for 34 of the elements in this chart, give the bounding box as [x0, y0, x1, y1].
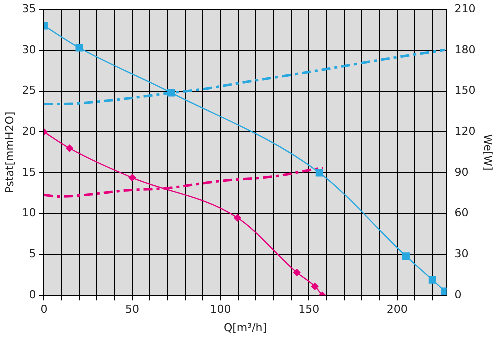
point [293, 269, 301, 276]
point [428, 276, 436, 284]
y-tick-label: 35 [22, 2, 36, 16]
y2-tick-label: 90 [454, 166, 469, 179]
y-tick-label: 10 [22, 206, 36, 220]
x-tick-label: 200 [386, 303, 408, 316]
y2-axis-title: We[W] [482, 134, 495, 171]
y2-tick-label: 180 [454, 43, 476, 56]
x-axis-title: Q[m³/h] [224, 321, 268, 334]
y-tick-label: 30 [22, 43, 36, 56]
y2-tick-label: 60 [454, 206, 469, 220]
x-tick-label: 0 [40, 303, 48, 316]
y-axis-title: Pstat[mmH2O] [3, 112, 16, 194]
y-tick-label: 5 [29, 248, 36, 261]
y2-tick-label: 0 [454, 288, 462, 302]
point [76, 44, 84, 52]
point [402, 252, 410, 260]
x-tick-label: 100 [210, 303, 232, 316]
point [234, 214, 242, 222]
y2-tick-label: 210 [454, 2, 476, 16]
x-tick-label: 150 [298, 303, 320, 316]
y-tick-label: 0 [29, 288, 36, 302]
point [168, 89, 176, 97]
y-tick-label: 25 [22, 84, 36, 98]
y2-tick-label: 120 [454, 125, 476, 138]
point [128, 174, 136, 182]
point [66, 144, 74, 152]
y2-tick-label: 30 [454, 248, 469, 261]
y-tick-label: 20 [22, 125, 36, 138]
y2-tick-label: 150 [454, 84, 476, 98]
point [316, 169, 324, 177]
y-tick-label: 15 [22, 166, 36, 179]
point [311, 283, 319, 290]
x-tick-label: 50 [125, 303, 140, 316]
